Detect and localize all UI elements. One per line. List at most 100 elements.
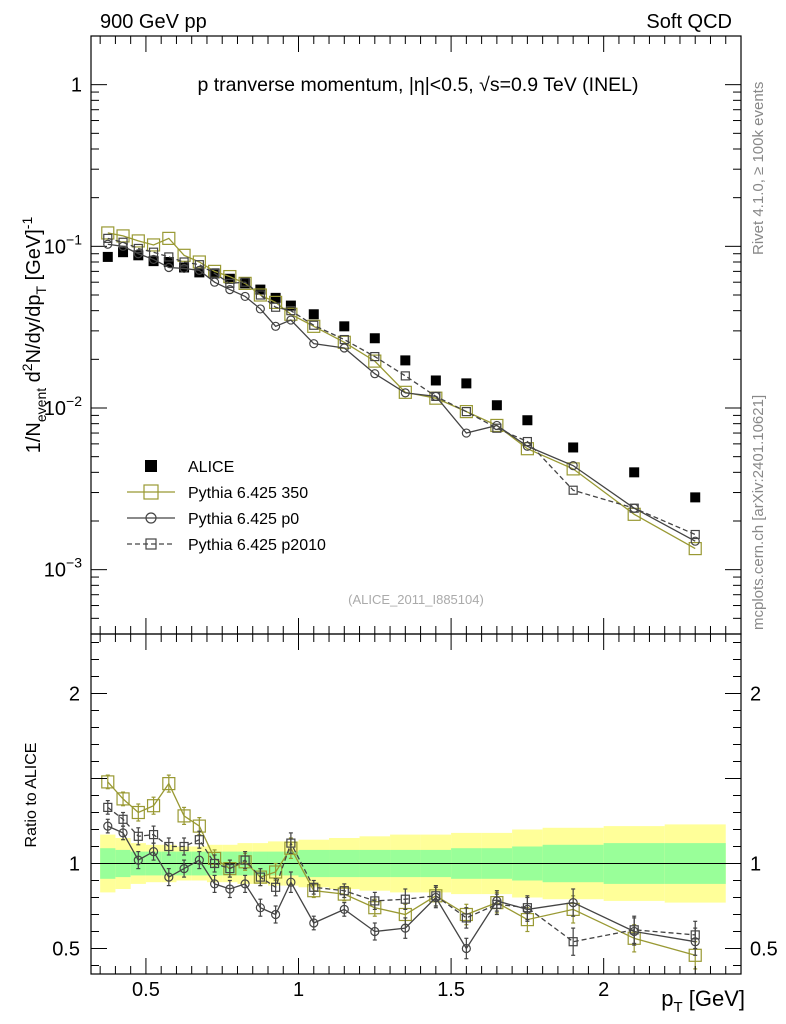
ratio-point	[179, 841, 189, 852]
data-point	[225, 278, 235, 288]
ylabel-part: 2	[19, 363, 35, 371]
data-point	[179, 262, 190, 273]
ratio-y-tick-label-left: 2	[69, 684, 80, 706]
data-point	[148, 247, 159, 257]
ratio-point	[162, 776, 176, 791]
data-point	[690, 529, 700, 540]
data-point	[163, 257, 174, 268]
ratio-panel: 0.5 0.5 1 1 2 2 0.5 1 1.5 2	[52, 633, 778, 1001]
ratio-point	[209, 858, 220, 869]
data-point	[133, 249, 143, 259]
ratio-point	[309, 882, 319, 892]
ylabel-part: event	[33, 388, 49, 422]
data-point	[179, 257, 189, 267]
data-point	[133, 250, 144, 261]
data-point	[118, 237, 128, 247]
ratio-line	[107, 806, 696, 943]
ratio-point	[101, 775, 115, 789]
data-point	[255, 290, 265, 300]
ratio-point	[179, 863, 189, 874]
ratio-point	[148, 846, 159, 857]
legend-label: Pythia 6.425 p0	[188, 511, 299, 528]
data-point	[103, 239, 113, 249]
data-point	[253, 288, 267, 302]
data-point	[131, 234, 145, 248]
main-y-tick-labels: 10−310−210−11	[44, 75, 82, 582]
ratio-series-layer	[101, 774, 702, 970]
data-point	[566, 462, 580, 476]
main-y-tick-label: 10−1	[44, 231, 82, 258]
ratio-point	[131, 805, 145, 820]
xlabel-part: [GeV]	[683, 986, 745, 1011]
legend-entry: Pythia 6.425 p2010	[127, 537, 326, 554]
data-point	[118, 247, 129, 258]
analysis-tag: (ALICE_2011_I885104)	[348, 592, 484, 607]
legend-entry: Pythia 6.425 p0	[127, 511, 299, 528]
ratio-axis-ticks	[91, 634, 742, 974]
tick-base: 1	[71, 75, 82, 97]
data-point	[307, 319, 321, 333]
main-y-axis-label: 1/Nevent d2N/dy/dpT [GeV]-1	[19, 217, 49, 454]
data-point	[194, 265, 204, 275]
data-point	[224, 273, 235, 284]
tick-base: 10	[44, 560, 66, 582]
ratio-point	[103, 802, 113, 813]
xlabel-part: p	[661, 986, 673, 1011]
data-point	[309, 320, 319, 330]
data-point	[238, 276, 252, 290]
legend-label: Pythia 6.425 p2010	[188, 537, 326, 554]
ratio-point	[370, 926, 380, 937]
ratio-point	[286, 877, 296, 887]
ylabel-part: [GeV]	[23, 229, 45, 286]
ratio-point	[118, 814, 128, 824]
main-plot-title: p tranverse momentum, |η|<0.5, √s=0.9 Te…	[197, 74, 638, 96]
data-point	[492, 423, 502, 433]
ratio-y-axis-label: Ratio to ALICE	[23, 743, 40, 848]
ratio-y-tick-label-right: 0.5	[750, 939, 778, 961]
data-point	[339, 334, 349, 345]
ratio-point	[690, 930, 700, 940]
data-point	[133, 243, 143, 254]
ratio-point	[271, 882, 281, 892]
main-panel: 10−310−210−11 p tranverse momentum, |η|<…	[44, 35, 742, 635]
data-point	[629, 503, 639, 513]
ratio-point	[568, 937, 578, 947]
data-point	[568, 485, 578, 495]
ratio-point	[286, 838, 296, 848]
data-point	[430, 375, 441, 386]
ratio-point	[209, 879, 220, 889]
x-tick-label: 1.5	[437, 979, 465, 1001]
data-point	[629, 467, 640, 478]
ratio-point	[271, 909, 281, 920]
data-point	[240, 277, 250, 287]
data-point	[461, 428, 471, 438]
data-point	[369, 333, 380, 344]
data-point	[240, 291, 250, 302]
ratio-point	[255, 903, 265, 913]
data-point	[370, 369, 380, 379]
data-point	[194, 267, 205, 278]
data-point	[194, 260, 204, 270]
ratio-plot-frame	[90, 633, 742, 975]
x-axis-label: pT [GeV]	[661, 986, 745, 1016]
legend: ALICE Pythia 6.425 350 Pythia 6.425 p0 Pyth…	[127, 459, 326, 554]
ratio-point	[177, 809, 191, 823]
ylabel-part: N/dy/dp	[23, 294, 45, 363]
ratio-point	[431, 891, 441, 901]
data-point	[461, 378, 472, 389]
ratio-point	[269, 865, 283, 879]
ratio-point	[255, 872, 265, 882]
data-point	[568, 461, 578, 471]
ratio-series-pythia-6-425-p2010	[103, 799, 700, 956]
data-point	[146, 238, 161, 252]
data-point	[148, 254, 159, 265]
ratio-point	[522, 903, 532, 913]
data-point	[400, 355, 411, 366]
data-point	[568, 442, 579, 453]
series-pythia-6-425-p2010	[103, 233, 700, 540]
data-point	[522, 436, 532, 447]
data-point	[690, 536, 700, 546]
ratio-y-tick-label-left: 0.5	[52, 939, 80, 961]
data-point	[431, 391, 441, 401]
data-point	[285, 300, 296, 311]
